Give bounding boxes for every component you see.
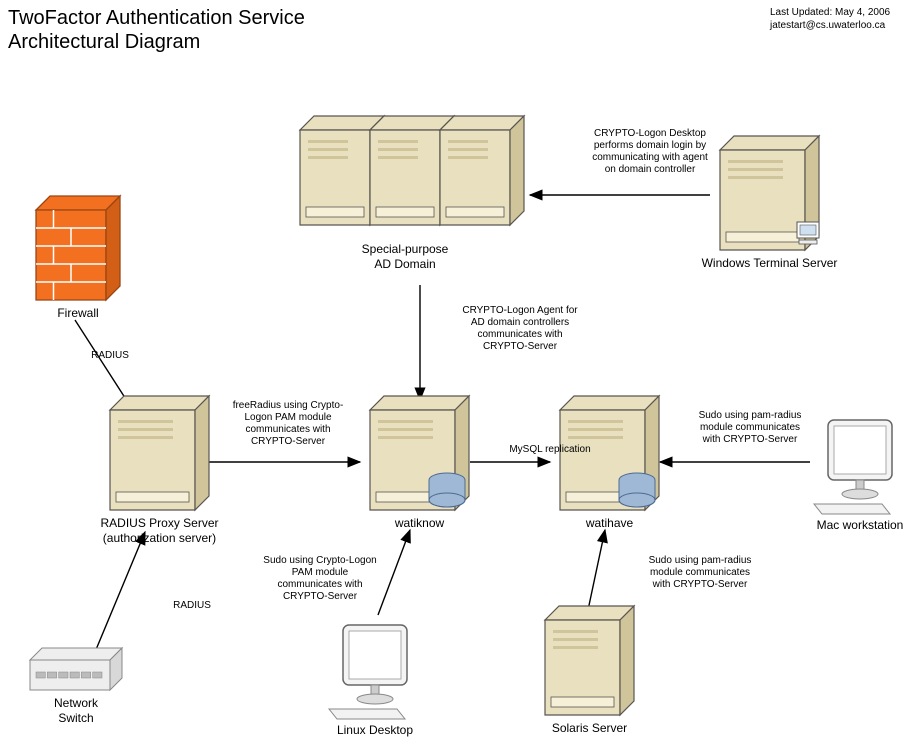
linux-icon [329,625,407,719]
watiknow-icon [370,396,469,510]
meta-contact: jatestart@cs.uwaterloo.ca [770,20,885,31]
firewall-icon [36,196,120,300]
diagram-canvas [0,0,922,744]
ad2-icon [370,116,454,225]
watihave-label: watihave [520,516,700,531]
switch-label: Network Switch [0,696,166,726]
edge-solaris-watihave [588,530,605,610]
edge-label-firewall-radius: RADIUS [30,350,190,362]
watiknow-label: watiknow [330,516,510,531]
edge-label-mac-watihave: Sudo using pam-radius module communicate… [670,410,830,446]
solaris-icon [545,606,634,715]
mac-label: Mac workstation [770,518,922,533]
edge-label-winterm-ad_group: CRYPTO-Logon Desktop performs domain log… [570,128,730,176]
radius-icon [110,396,209,510]
edge-label-ad_group-watiknow: CRYPTO-Logon Agent for AD domain control… [440,305,600,353]
radius-label: RADIUS Proxy Server (authorization serve… [70,516,250,546]
winterm-label: Windows Terminal Server [680,256,860,271]
ad1-icon [300,116,384,225]
title-line1: TwoFactor Authentication Service [8,7,305,29]
edge-label-watiknow-watihave: MySQL replication [470,444,630,456]
linux-label: Linux Desktop [285,723,465,738]
meta-updated: Last Updated: May 4, 2006 [770,7,890,18]
edge-label-solaris-watihave: Sudo using pam-radius module communicate… [620,555,780,591]
ad-domain-label: Special-purpose AD Domain [315,242,495,272]
edge-label-linux-watiknow: Sudo using Crypto-Logon PAM module commu… [240,555,400,603]
edge-firewall-radius [75,320,138,418]
ad3-icon [440,116,524,225]
edge-label-radius-watiknow: freeRadius using Crypto- Logon PAM modul… [208,400,368,448]
title-line2: Architectural Diagram [8,31,200,53]
winterm-icon [720,136,819,250]
solaris-label: Solaris Server [500,721,680,736]
edge-switch-radius [95,532,145,652]
switch-icon [30,648,122,690]
firewall-label: Firewall [0,306,168,321]
meta-block: Last Updated: May 4, 2006 jatestart@cs.u… [770,6,890,32]
page-title: TwoFactor Authentication Service Archite… [8,6,305,54]
